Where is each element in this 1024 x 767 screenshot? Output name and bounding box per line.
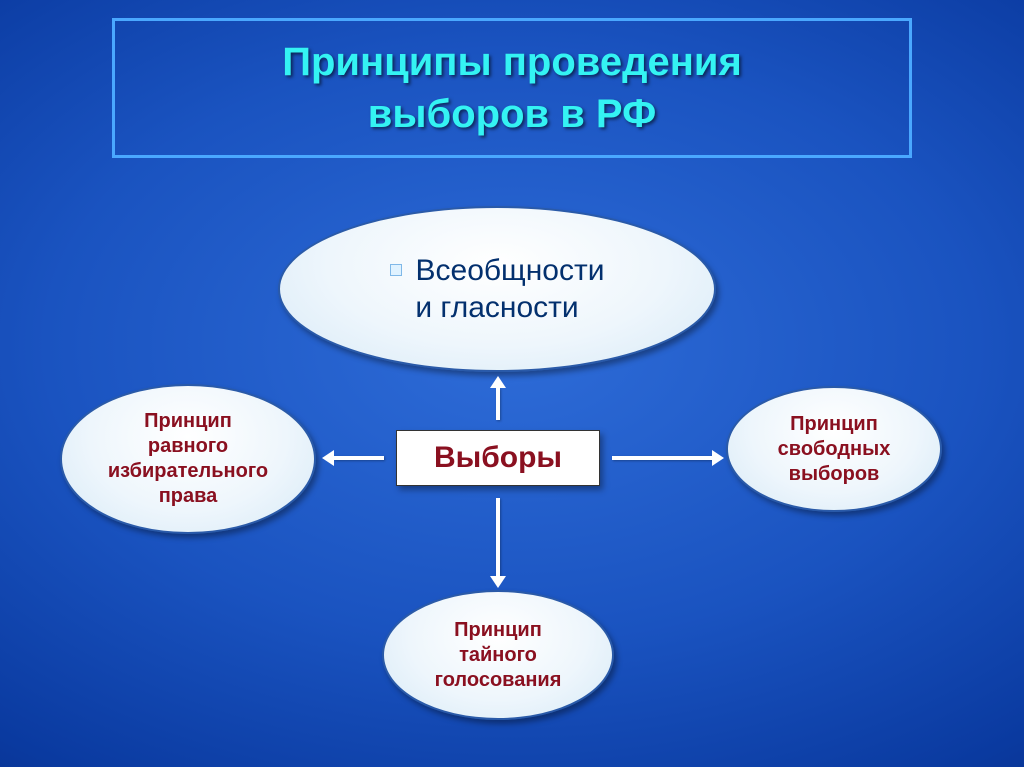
center-concept-box: Выборы	[396, 430, 600, 486]
arrow-up	[496, 388, 500, 420]
node-bottom-line3: голосования	[435, 668, 562, 693]
node-bottom-line2: тайного	[459, 643, 537, 668]
node-bottom-line1: Принцип	[454, 618, 542, 643]
arrow-down	[496, 498, 500, 576]
arrow-right	[612, 456, 712, 460]
node-top-line1: Всеобщности	[416, 252, 605, 290]
slide-title-line1: Принципы проведения	[282, 36, 742, 88]
bullet-icon	[390, 264, 402, 276]
node-left-ellipse: Принцип равного избирательного права	[60, 384, 316, 534]
node-left-line3: избирательного	[108, 459, 268, 484]
slide-title-line2: выборов в РФ	[368, 88, 656, 140]
node-right-ellipse: Принцип свободных выборов	[726, 386, 942, 512]
slide-title-box: Принципы проведения выборов в РФ	[112, 18, 912, 158]
node-left-line4: права	[159, 484, 218, 509]
center-concept-label: Выборы	[434, 441, 562, 475]
node-right-line2: свободных	[778, 437, 891, 462]
node-bottom-ellipse: Принцип тайного голосования	[382, 590, 614, 720]
arrow-left	[334, 456, 384, 460]
node-top-line2: и гласности	[415, 289, 578, 327]
node-right-line3: выборов	[789, 462, 880, 487]
node-top-ellipse: Всеобщности и гласности	[278, 206, 716, 372]
node-left-line1: Принцип	[144, 409, 232, 434]
node-left-line2: равного	[148, 434, 228, 459]
node-right-line1: Принцип	[790, 412, 878, 437]
node-top-line1-row: Всеобщности	[390, 252, 605, 290]
